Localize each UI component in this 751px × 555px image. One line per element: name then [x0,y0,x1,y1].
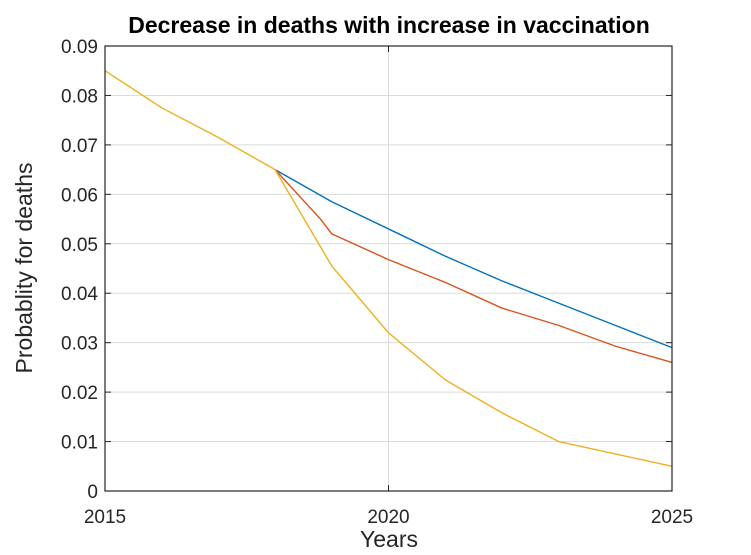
x-tick-label: 2020 [367,507,409,528]
tick-labels: 0 0.01 0.02 0.03 0.04 0.05 0.06 0.07 0.08 0.09 201… [61,37,693,528]
y-tick-label: 0.09 [61,37,98,58]
y-tick-label: 0.01 [61,433,98,454]
y-tick-label: 0 [87,482,98,503]
y-tick-label: 0.05 [61,235,98,256]
y-tick-label: 0.07 [61,136,98,157]
series-line-2 [274,169,673,364]
y-tick-label: 0.02 [61,383,98,404]
axis-ticks [104,45,673,492]
y-tick-label: 0.06 [61,185,98,206]
series-lines [104,70,673,467]
chart-title: Decrease in deaths with increase in vacc… [128,12,650,38]
x-axis-label: Years [360,526,418,552]
y-axis-label: Probablity for deaths [11,163,37,374]
x-tick-label: 2015 [84,507,126,528]
series-line-3 [104,70,673,467]
y-tick-label: 0.03 [61,334,98,355]
grid-lines [105,46,672,491]
x-tick-label: 2025 [651,507,693,528]
series-line-1 [274,169,673,349]
y-tick-label: 0.08 [61,86,98,107]
y-tick-label: 0.04 [61,284,98,305]
